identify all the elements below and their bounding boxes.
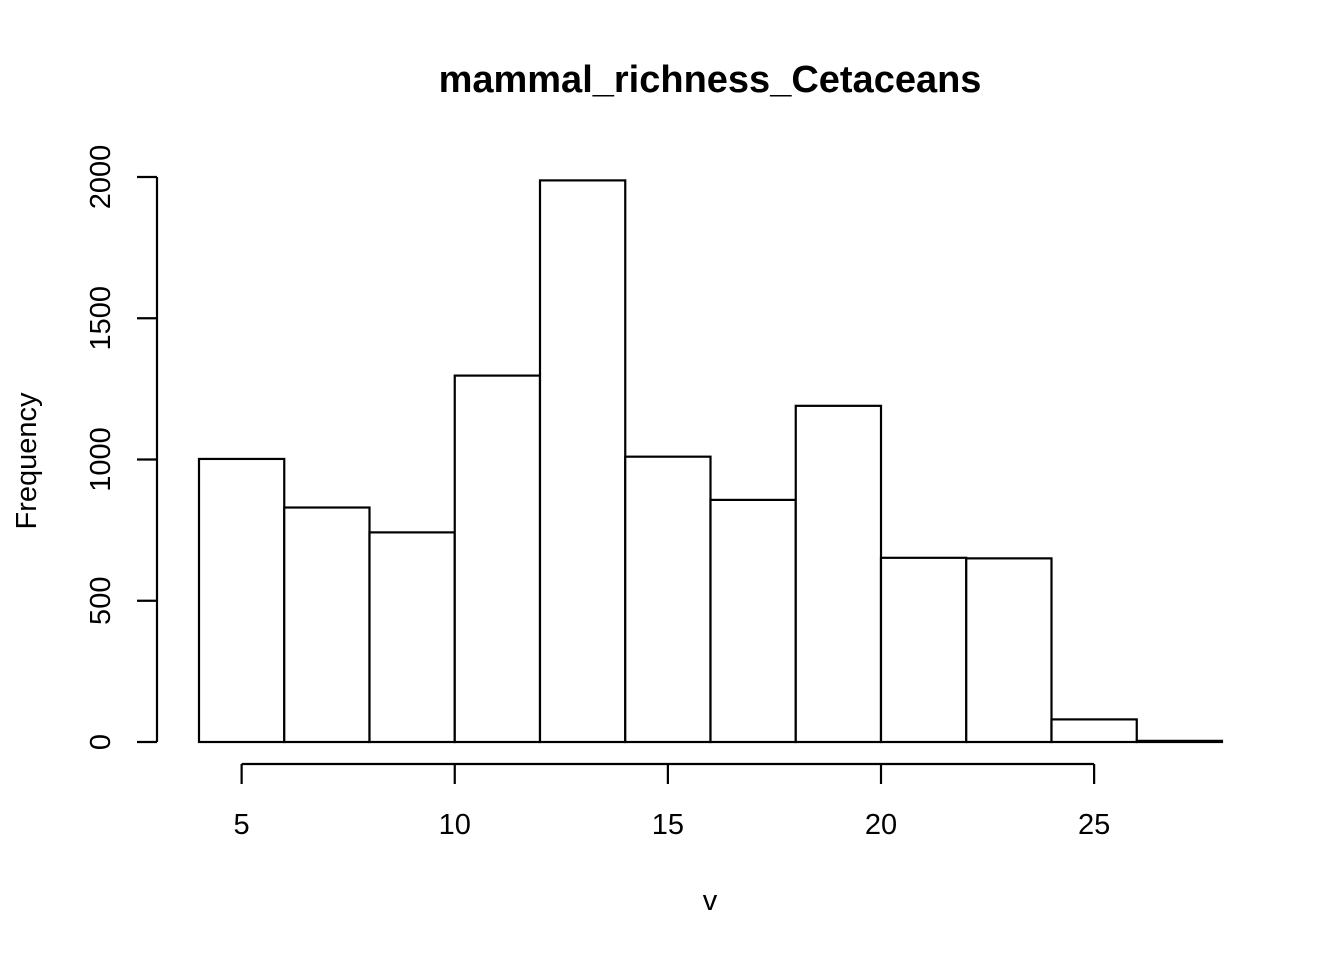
histogram-bar-24-26 [1050, 718, 1138, 744]
y-tick-label-2000: 2000 [85, 145, 117, 210]
y-axis: 0 500 1000 1500 2000 [85, 145, 159, 750]
histogram-bar-22-24 [965, 557, 1053, 744]
histogram-bar-16-18 [709, 498, 797, 744]
histogram-bar-26-28 [1135, 739, 1224, 744]
x-axis-label: v [703, 885, 718, 917]
x-tick-label-15: 15 [652, 809, 684, 841]
bars-group [197, 179, 1224, 744]
x-axis: 5 10 15 20 25 [234, 762, 1110, 841]
x-tick-label-5: 5 [234, 809, 250, 841]
x-tick-label-25: 25 [1078, 809, 1110, 841]
chart-title: mammal_richness_Cetaceans [439, 59, 982, 101]
y-axis-label: Frequency [11, 392, 43, 530]
histogram-bar-18-20 [794, 404, 883, 744]
x-tick-label-20: 20 [865, 809, 897, 841]
histogram-bar-4-6 [197, 457, 286, 744]
histogram-bar-12-14 [538, 179, 627, 744]
histogram-bar-20-22 [879, 556, 968, 744]
y-tick-label-0: 0 [85, 734, 117, 750]
histogram-bar-8-10 [368, 531, 456, 744]
histogram-bar-10-12 [453, 374, 542, 744]
histogram-bar-6-8 [283, 506, 371, 744]
histogram-bar-14-16 [624, 455, 712, 744]
y-tick-label-1500: 1500 [85, 286, 117, 351]
x-tick-label-10: 10 [439, 809, 471, 841]
y-tick-label-1000: 1000 [85, 427, 117, 492]
y-tick-label-500: 500 [85, 577, 117, 625]
